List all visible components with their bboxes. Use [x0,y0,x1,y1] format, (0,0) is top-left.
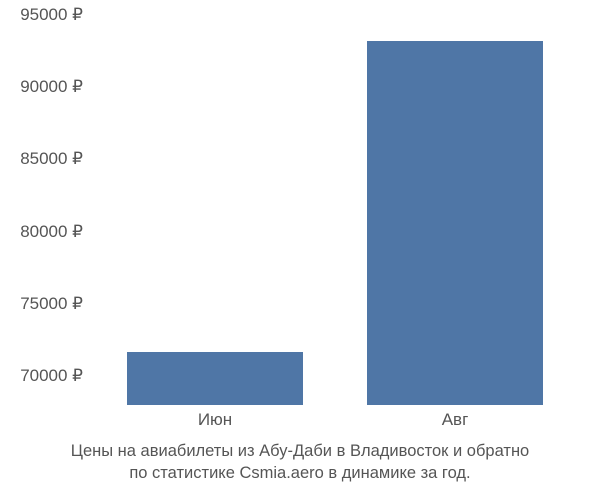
y-axis-tick: 70000 ₽ [0,366,83,386]
y-axis-tick: 75000 ₽ [0,294,83,314]
bar [127,352,302,405]
y-axis-tick: 95000 ₽ [0,5,83,25]
x-axis-tick: Июн [198,410,232,430]
price-chart: 70000 ₽75000 ₽80000 ₽85000 ₽90000 ₽95000… [95,15,575,405]
plot-area: 70000 ₽75000 ₽80000 ₽85000 ₽90000 ₽95000… [95,15,575,405]
caption-line-2: по статистике Csmia.aero в динамике за г… [0,462,600,484]
y-axis-tick: 85000 ₽ [0,149,83,169]
x-axis-tick: Авг [442,410,469,430]
caption-line-1: Цены на авиабилеты из Абу-Даби в Владиво… [0,440,600,462]
chart-caption: Цены на авиабилеты из Абу-Даби в Владиво… [0,440,600,485]
y-axis-tick: 80000 ₽ [0,222,83,242]
bar [367,41,542,405]
y-axis-tick: 90000 ₽ [0,77,83,97]
